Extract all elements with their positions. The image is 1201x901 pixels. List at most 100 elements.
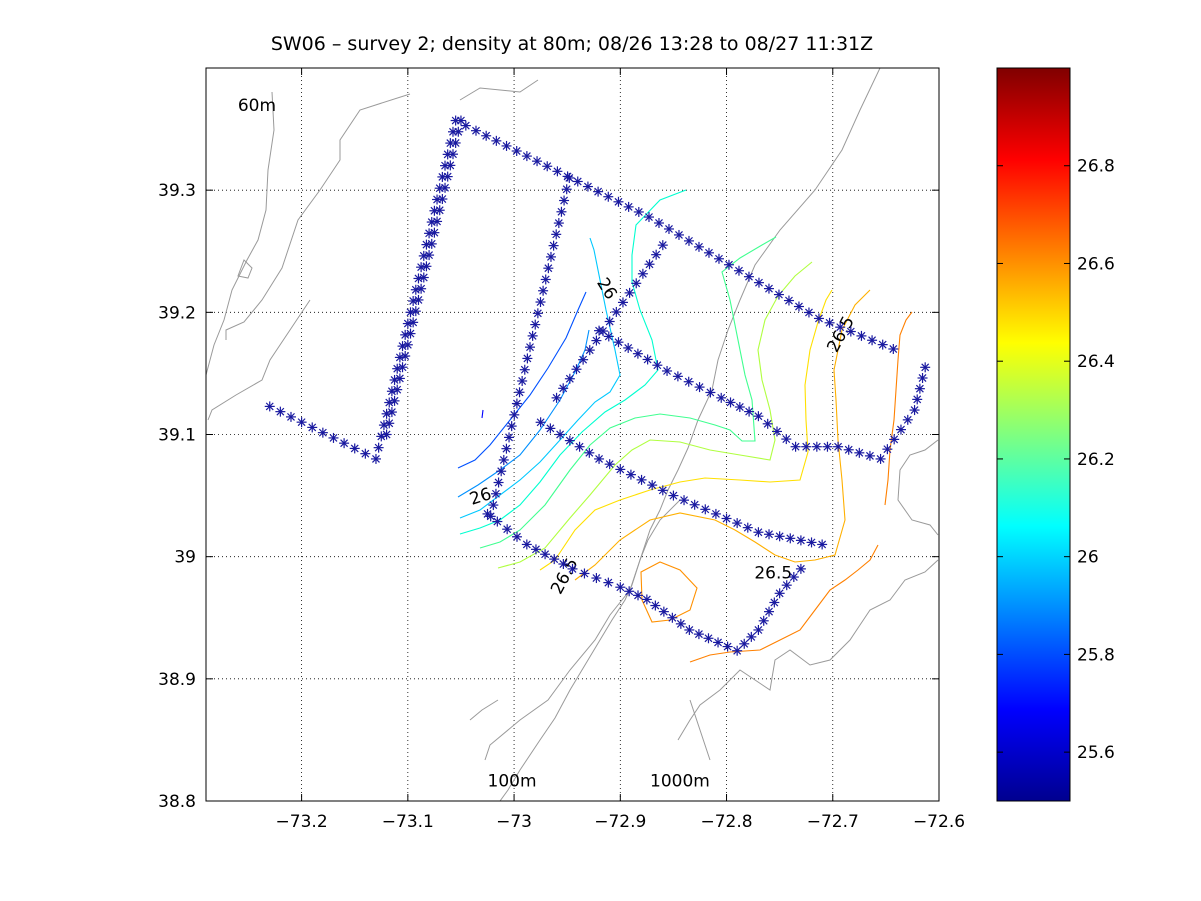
station-marker (408, 317, 419, 328)
station-marker (902, 414, 913, 425)
station-marker (532, 156, 543, 167)
station-marker (551, 229, 562, 240)
station-marker (732, 518, 743, 529)
station-marker (658, 606, 669, 617)
station-marker (764, 529, 775, 540)
station-marker (564, 172, 575, 183)
x-tick-label: −72.8 (700, 812, 752, 832)
station-marker (753, 527, 764, 538)
station-marker (689, 499, 700, 510)
station-marker (623, 201, 634, 212)
isopycnal-26.2 (479, 236, 777, 549)
station-marker (793, 301, 804, 312)
station-marker (360, 448, 371, 459)
station-marker (679, 495, 690, 506)
x-tick-label: −73 (496, 812, 532, 832)
station-marker (716, 392, 727, 403)
station-marker (445, 160, 456, 171)
station-marker (558, 558, 569, 569)
station-marker (509, 409, 520, 420)
station-marker (519, 364, 530, 375)
isopycnal-25.8 (457, 291, 587, 469)
station-marker (410, 284, 421, 295)
station-marker (647, 480, 658, 491)
station-marker (491, 135, 502, 146)
station-marker (307, 422, 318, 433)
station-marker (743, 271, 754, 282)
station-marker (882, 444, 893, 455)
station-marker (492, 516, 503, 527)
colorbar-tick-label: 26.4 (1077, 352, 1115, 372)
station-marker (582, 181, 593, 192)
station-marker (684, 624, 695, 635)
station-marker (613, 196, 624, 207)
station-marker (920, 362, 931, 373)
station-marker (744, 406, 755, 417)
station-marker (574, 441, 585, 452)
station-marker (440, 182, 451, 193)
x-tick-label: −72.9 (594, 812, 646, 832)
station-marker (663, 223, 674, 234)
station-marker (584, 345, 595, 356)
station-marker (400, 351, 411, 362)
station-marker (817, 539, 828, 550)
station-marker (811, 441, 822, 452)
station-marker (496, 466, 507, 477)
station-marker (551, 392, 562, 403)
isobath-1000m (499, 68, 881, 801)
station-marker (790, 441, 801, 452)
plot-area (206, 68, 939, 801)
station-marker (548, 240, 559, 251)
y-tick-label: 39.3 (158, 181, 196, 201)
station-marker (725, 397, 736, 408)
station-marker (683, 376, 694, 387)
station-marker (410, 306, 421, 317)
station-marker (875, 453, 886, 464)
station-marker (424, 228, 435, 239)
station-marker (538, 285, 549, 296)
isopycnal-26.3 (497, 261, 813, 569)
y-axis: 38.8 38.9 39 39.1 39.2 39.3 (158, 181, 939, 812)
station-marker (693, 629, 704, 640)
station-marker (501, 443, 512, 454)
station-marker (721, 513, 732, 524)
station-marker (421, 239, 432, 250)
isopycnal-26.55 (640, 561, 698, 623)
station-marker (424, 250, 435, 261)
station-marker (624, 287, 635, 298)
bathymetry-contours (206, 68, 939, 801)
station-marker (511, 531, 522, 542)
station-marker (615, 582, 626, 593)
station-marker (405, 328, 416, 339)
station-marker (888, 343, 899, 354)
station-marker (556, 206, 567, 217)
colorbar-tick-label: 26.2 (1077, 450, 1115, 470)
station-marker (561, 184, 572, 195)
station-marker (636, 474, 647, 485)
station-marker (511, 146, 522, 157)
density-contours (457, 189, 913, 663)
station-marker (746, 631, 757, 642)
station-marker (584, 447, 595, 458)
station-marker (917, 372, 928, 383)
station-marker (637, 268, 648, 279)
station-marker (742, 522, 753, 533)
station-marker (781, 580, 792, 591)
station-marker (734, 402, 745, 413)
station-marker (532, 308, 543, 319)
station-marker (482, 508, 493, 519)
station-marker (641, 594, 652, 605)
x-axis: −73.2 −73.1 −73 −72.9 −72.8 −72.7 −72.6 (276, 68, 965, 832)
station-marker (795, 535, 806, 546)
station-marker (762, 418, 773, 429)
station-marker (623, 342, 634, 353)
station-marker (642, 354, 653, 365)
colorbar (996, 67, 1071, 802)
station-marker (389, 395, 400, 406)
station-marker (613, 337, 624, 348)
station-marker (824, 317, 835, 328)
station-marker (864, 450, 875, 461)
station-marker (413, 294, 424, 305)
isobath-label: 1000m (650, 771, 710, 791)
station-marker (723, 259, 734, 270)
